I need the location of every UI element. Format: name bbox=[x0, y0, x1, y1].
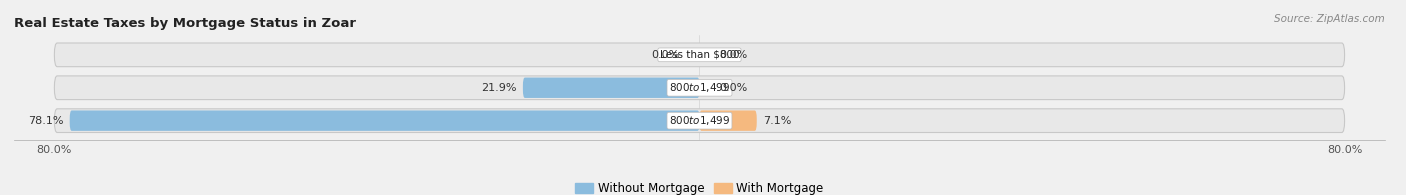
FancyBboxPatch shape bbox=[55, 76, 1344, 100]
FancyBboxPatch shape bbox=[70, 110, 700, 131]
Text: Real Estate Taxes by Mortgage Status in Zoar: Real Estate Taxes by Mortgage Status in … bbox=[14, 17, 356, 30]
Text: 78.1%: 78.1% bbox=[28, 116, 63, 126]
Text: $800 to $1,499: $800 to $1,499 bbox=[669, 114, 730, 127]
Legend: Without Mortgage, With Mortgage: Without Mortgage, With Mortgage bbox=[571, 177, 828, 195]
Text: $800 to $1,499: $800 to $1,499 bbox=[669, 81, 730, 94]
FancyBboxPatch shape bbox=[700, 110, 756, 131]
FancyBboxPatch shape bbox=[55, 43, 1344, 67]
Text: 7.1%: 7.1% bbox=[763, 116, 792, 126]
Text: 0.0%: 0.0% bbox=[720, 50, 748, 60]
Text: 21.9%: 21.9% bbox=[481, 83, 516, 93]
FancyBboxPatch shape bbox=[55, 109, 1344, 133]
FancyBboxPatch shape bbox=[523, 78, 700, 98]
Text: Less than $800: Less than $800 bbox=[659, 50, 740, 60]
Text: 0.0%: 0.0% bbox=[651, 50, 679, 60]
Text: Source: ZipAtlas.com: Source: ZipAtlas.com bbox=[1274, 14, 1385, 24]
Text: 0.0%: 0.0% bbox=[720, 83, 748, 93]
